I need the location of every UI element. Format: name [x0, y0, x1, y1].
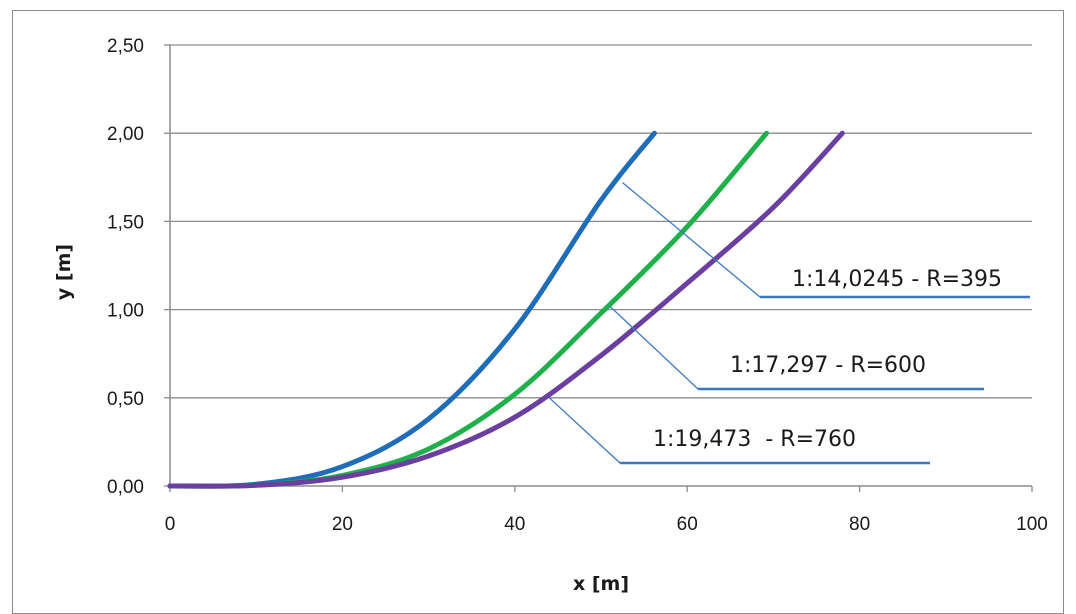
series-lines — [167, 130, 845, 489]
y-tick-label: 1,50 — [107, 212, 144, 233]
callout-label: 1:19,473 - R=760 — [653, 427, 856, 452]
x-tick-label: 0 — [165, 514, 176, 535]
series-line-3 — [167, 130, 845, 489]
tick-labels: 0,00 0,50 1,00 1,50 2,00 2,50 0 20 40 60 80 100 — [107, 36, 1048, 535]
x-tick-label: 100 — [1016, 514, 1048, 535]
y-tick-label: 1,00 — [107, 301, 144, 322]
annotation-callouts: 1:14,0245 - R=395 1:17,297 - R=600 1:19,47… — [548, 182, 1030, 465]
x-tick-label: 80 — [849, 514, 870, 535]
callout-leader-line — [548, 397, 621, 464]
y-axis-title: y [m] — [53, 244, 75, 300]
callout-leader-line — [609, 305, 699, 390]
axes — [169, 45, 1032, 487]
callout-label: 1:17,297 - R=600 — [730, 353, 926, 378]
chart-frame — [12, 10, 1064, 614]
x-tick-label: 20 — [332, 514, 353, 535]
callout-label: 1:14,0245 - R=395 — [792, 267, 1002, 292]
y-tick-label: 2,50 — [107, 36, 144, 57]
x-tick-label: 60 — [677, 514, 698, 535]
y-tick-label: 0,00 — [107, 477, 144, 498]
x-tick-label: 40 — [504, 514, 525, 535]
y-tick-label: 2,00 — [107, 124, 144, 145]
x-axis-title: x [m] — [573, 573, 629, 595]
gridlines — [164, 44, 1033, 492]
y-tick-label: 0,50 — [107, 389, 144, 410]
callout-leader-line — [622, 182, 761, 298]
